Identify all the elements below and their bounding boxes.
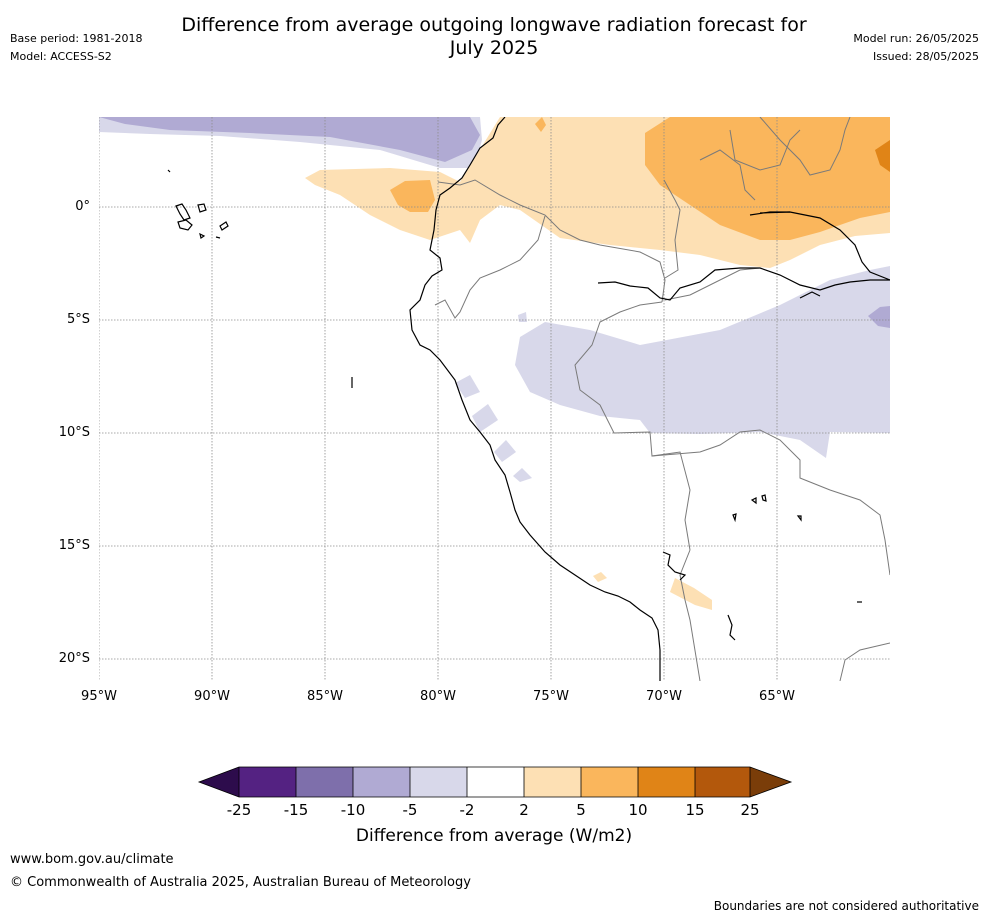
region-neg10-north [99,117,480,162]
colorbar-bin-8 [638,767,695,797]
lat-label-0: 0° [75,199,90,214]
coastlines [167,117,890,681]
lon-label-95w: 95°W [81,689,117,704]
region-pos5-northeast [645,117,890,240]
colorbar-outline [197,766,793,798]
colorbar-bin-5 [467,767,524,797]
colorbar-tick: 10 [628,801,648,819]
meta-left: Base period: 1981-2018 Model: ACCESS-S2 [10,30,142,66]
colorbar-bin-2 [296,767,353,797]
lat-label-10s: 10°S [58,425,90,440]
model-run-text: Model run: 26/05/2025 [853,32,979,45]
lon-label-85w: 85°W [307,689,343,704]
region-neg10-east [868,306,890,328]
colorbar-bin-9 [695,767,750,797]
colorbar-tick: 25 [740,801,760,819]
copyright-text: © Commonwealth of Australia 2025, Austra… [10,875,471,890]
region-pos-south-2 [670,578,712,610]
graticule [99,117,890,681]
colorbar-tick: -15 [283,801,309,819]
lon-label-65w: 65°W [759,689,795,704]
country-borders [434,117,890,681]
region-pos10-edge [875,140,890,172]
colorbar [197,766,793,798]
colorbar-tick: -5 [402,801,418,819]
region-pos5-small [535,117,546,132]
colorbar-label: Difference from average (W/m2) [355,826,633,846]
colorbar-tick: -10 [340,801,366,819]
colorbar-bin-1 [239,767,296,797]
website-link[interactable]: www.bom.gov.au/climate [10,852,174,867]
colorbar-tick: 5 [576,801,586,819]
colorbar-tick: 15 [685,801,705,819]
colorbar-bin-4 [410,767,467,797]
lat-label-15s: 15°S [58,538,90,553]
colorbar-tick: -2 [459,801,475,819]
lon-label-90w: 90°W [194,689,230,704]
base-period-text: Base period: 1981-2018 [10,32,143,45]
colorbar-bin-7 [581,767,638,797]
region-neg-patch-1 [455,375,480,398]
map-title: Difference from average outgoing longwav… [0,14,988,60]
colorbar-arrow-right [750,767,791,797]
meta-right: Model run: 26/05/2025 Issued: 28/05/2025 [853,30,979,66]
lon-label-70w: 70°W [646,689,682,704]
lon-label-75w: 75°W [533,689,569,704]
region-pos-south-1 [593,572,607,582]
region-neg-patch-2 [472,404,498,432]
colorbar-bin-6 [524,767,581,797]
colorbar-bin-3 [353,767,410,797]
title-line-2: July 2025 [449,37,539,59]
colorbar-tick: -25 [226,801,252,819]
lat-label-20s: 20°S [58,651,90,666]
region-neg-patch-4 [513,468,532,482]
lon-label-80w: 80°W [420,689,456,704]
lat-label-5s: 5°S [66,312,90,327]
model-text: Model: ACCESS-S2 [10,50,112,63]
map-area [99,117,890,681]
region-neg-interior [515,266,890,458]
colorbar-arrow-left [199,767,239,797]
title-line-1: Difference from average outgoing longwav… [181,14,807,36]
colorbar-tick: 2 [519,801,529,819]
region-neg-patch-3 [494,440,516,462]
disclaimer-text: Boundaries are not considered authoritat… [713,899,979,913]
issued-text: Issued: 28/05/2025 [872,50,979,63]
region-pos5-coast [390,180,435,212]
region-neg-patch-5 [518,312,527,322]
